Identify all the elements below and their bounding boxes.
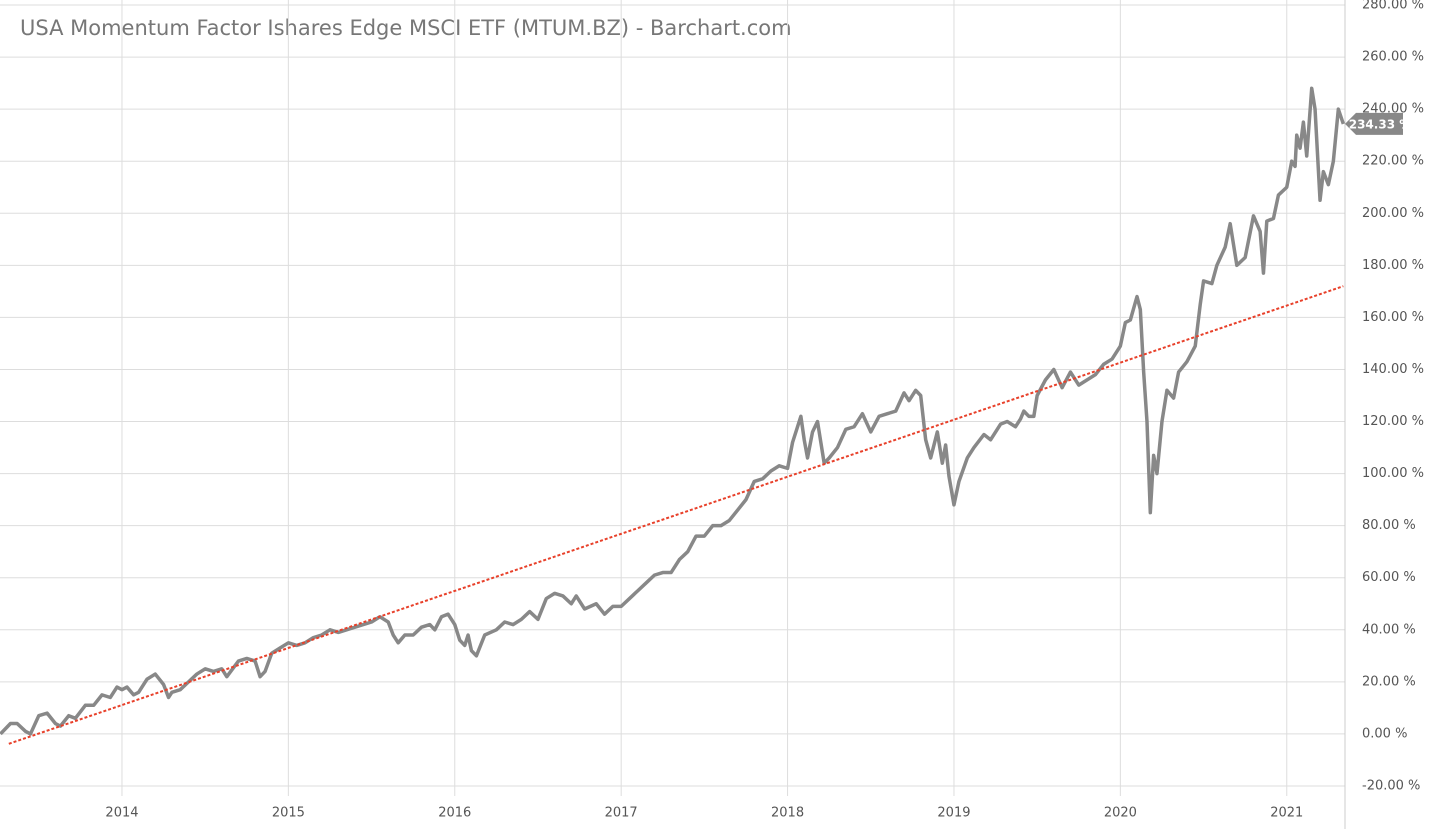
y-tick-label: 0.00 %	[1362, 726, 1407, 741]
x-tick-label: 2019	[937, 806, 970, 821]
y-tick-label: 200.00 %	[1362, 206, 1424, 221]
x-tick-label: 2017	[605, 806, 638, 821]
x-tick-label: 2014	[105, 806, 138, 821]
y-tick-label: 120.00 %	[1362, 414, 1424, 429]
last-value-badge	[1345, 112, 1403, 135]
x-tick-label: 2015	[272, 806, 305, 821]
y-tick-label: 60.00 %	[1362, 570, 1416, 585]
y-tick-label: 260.00 %	[1362, 50, 1424, 65]
y-tick-label: 100.00 %	[1362, 466, 1424, 481]
trend-line	[8, 285, 1344, 745]
y-tick-label: 160.00 %	[1362, 310, 1424, 325]
y-tick-label: 180.00 %	[1362, 258, 1424, 273]
x-tick-label: 2016	[438, 806, 471, 821]
last-value-label: 234.33 %	[1349, 117, 1412, 131]
y-tick-label: -20.00 %	[1362, 779, 1420, 794]
y-tick-label: 220.00 %	[1362, 154, 1424, 169]
y-tick-label: 240.00 %	[1362, 102, 1424, 117]
y-tick-label: 80.00 %	[1362, 518, 1416, 533]
price-line	[0, 86, 1345, 736]
y-tick-label: 280.00 %	[1362, 0, 1424, 13]
y-tick-label: 40.00 %	[1362, 622, 1416, 637]
x-tick-label: 2018	[771, 806, 804, 821]
x-tick-label: 2020	[1104, 806, 1137, 821]
y-tick-label: 20.00 %	[1362, 674, 1416, 689]
y-tick-label: 140.00 %	[1362, 362, 1424, 377]
x-tick-label: 2021	[1270, 806, 1303, 821]
chart-title: USA Momentum Factor Ishares Edge MSCI ET…	[20, 16, 792, 40]
